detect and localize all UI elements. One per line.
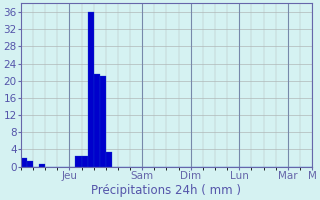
Bar <box>100 76 106 167</box>
Bar <box>94 74 100 167</box>
Bar <box>21 158 27 167</box>
X-axis label: Précipitations 24h ( mm ): Précipitations 24h ( mm ) <box>92 184 242 197</box>
Bar <box>88 12 94 167</box>
Bar <box>82 156 88 167</box>
Bar <box>27 161 33 167</box>
Bar <box>76 156 82 167</box>
Bar <box>39 164 45 167</box>
Bar <box>106 152 112 167</box>
